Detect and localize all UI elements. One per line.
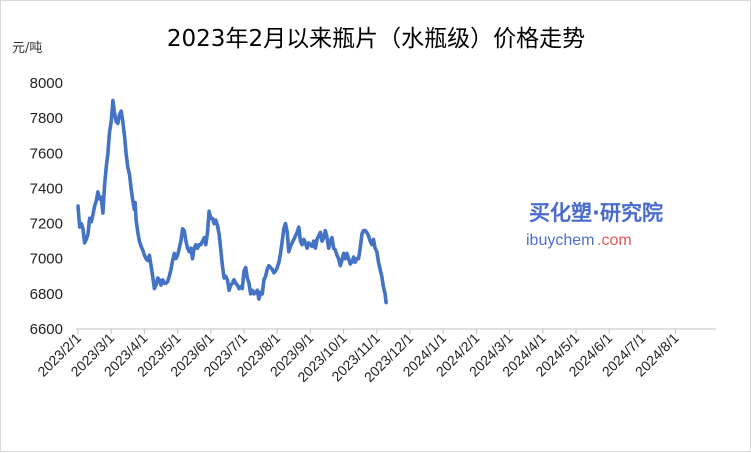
watermark-cn: 买化塑·研究院: [529, 201, 663, 225]
y-tick-label: 7600: [30, 145, 63, 162]
watermark-en: ibuychem: [526, 232, 594, 249]
y-tick-label: 7800: [30, 110, 63, 127]
chart-title: 2023年2月以来瓶片（水瓶级）价格走势: [167, 26, 585, 52]
price-series-line: [76, 98, 388, 305]
y-tick-label: 7400: [30, 180, 63, 197]
watermark-com: .com: [597, 232, 632, 249]
y-tick-label: 6800: [30, 286, 63, 303]
y-tick-label: 6600: [30, 321, 63, 338]
y-tick-label: 7000: [30, 251, 63, 268]
x-axis: 2023/2/12023/3/12023/4/12023/5/12023/6/1…: [34, 328, 716, 385]
y-tick-label: 7200: [30, 216, 63, 233]
series-layer: [76, 98, 388, 305]
y-tick-label: 8000: [30, 75, 63, 92]
y-axis: 6600 6800 7000 7200 7400 7600 7800 8000: [30, 75, 63, 338]
y-unit-label: 元/吨: [12, 41, 42, 56]
watermark: 买化塑·研究院 ibuychem .com: [526, 201, 663, 249]
